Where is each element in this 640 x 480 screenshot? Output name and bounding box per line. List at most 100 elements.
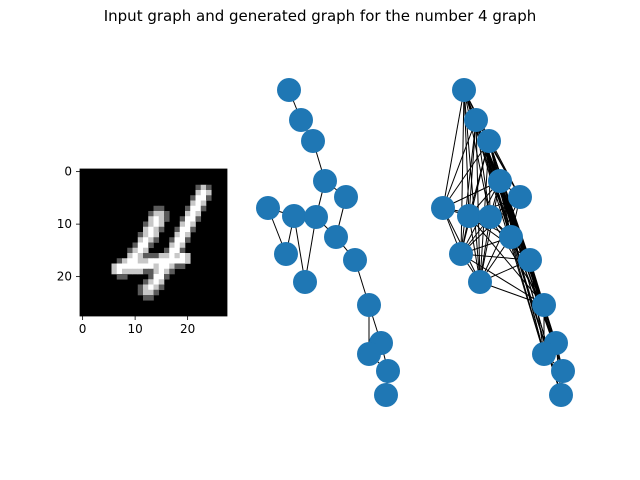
input-node xyxy=(304,205,328,229)
image-pixel xyxy=(164,216,170,222)
image-pixel xyxy=(174,242,181,249)
input-node xyxy=(301,129,325,153)
generated-edge xyxy=(510,236,557,344)
image-pixel xyxy=(153,268,160,275)
generated-node xyxy=(488,169,512,193)
image-pixel xyxy=(190,205,196,212)
image-pixel xyxy=(148,253,154,259)
image-pixel xyxy=(143,263,149,270)
image-pixel xyxy=(148,279,154,285)
image-pixel xyxy=(153,289,160,296)
image-pixel xyxy=(169,237,175,243)
generated-node xyxy=(431,196,455,220)
generated-edge xyxy=(460,253,545,306)
image-pixel xyxy=(164,253,170,259)
image-pixel xyxy=(132,258,139,264)
image-pixel xyxy=(143,253,149,259)
image-pixel xyxy=(148,289,154,296)
image-pixel xyxy=(158,205,165,212)
image-pixel xyxy=(174,232,181,238)
image-pixel xyxy=(169,242,175,249)
image-pixel xyxy=(116,274,123,280)
image-pixel xyxy=(174,226,181,233)
generated-edge xyxy=(468,119,477,217)
generated-node xyxy=(551,359,575,383)
image-pixel xyxy=(148,226,154,233)
image-pixel xyxy=(185,232,191,238)
image-pixel xyxy=(148,258,154,264)
generated-node xyxy=(518,248,542,272)
image-pixel xyxy=(200,195,207,201)
generated-node xyxy=(549,383,573,407)
image-pixel xyxy=(137,258,144,264)
image-pixel xyxy=(206,195,212,201)
image-pixel xyxy=(190,200,196,207)
generated-edge xyxy=(475,119,564,372)
image-pixel xyxy=(111,268,118,275)
image-pixel xyxy=(179,242,186,249)
image-pixel xyxy=(174,253,181,259)
image-pixel xyxy=(122,274,128,280)
image-pixel xyxy=(195,184,202,191)
image-pixel xyxy=(185,258,191,264)
image-pixel xyxy=(158,274,165,280)
image-pixel xyxy=(179,226,186,233)
image-pixel xyxy=(137,232,144,238)
input-node xyxy=(343,248,367,272)
image-pixel xyxy=(153,253,160,259)
image-pixel xyxy=(164,274,170,280)
image-pixel xyxy=(190,226,196,233)
y-tick-label: 10 xyxy=(57,217,72,231)
generated-node xyxy=(457,204,481,228)
input-node xyxy=(282,204,306,228)
generated-node xyxy=(508,185,532,209)
generated-node xyxy=(477,129,501,153)
image-pixel xyxy=(169,268,175,275)
input-node xyxy=(357,342,381,366)
image-pixel xyxy=(169,247,175,254)
image-pixel xyxy=(153,284,160,291)
generated-node xyxy=(464,108,488,132)
generated-node xyxy=(449,242,473,266)
generated-node xyxy=(532,342,556,366)
image-pixel xyxy=(158,284,165,291)
image-pixel xyxy=(132,268,139,275)
image-pixel xyxy=(143,232,149,238)
input-node xyxy=(289,108,313,132)
image-pixel xyxy=(143,221,149,228)
image-pixel xyxy=(179,258,186,264)
generated-node xyxy=(468,270,492,294)
image-pixel xyxy=(148,221,154,228)
image-pixel xyxy=(137,237,144,243)
generated-node xyxy=(452,78,476,102)
image-pixel xyxy=(148,284,154,291)
image-pixel xyxy=(174,263,181,270)
image-pixel xyxy=(127,247,133,254)
image-pixel xyxy=(148,242,154,249)
generated-node xyxy=(499,225,523,249)
image-pixel xyxy=(153,258,160,264)
image-pixel xyxy=(153,232,160,238)
image-pixel xyxy=(143,289,149,296)
image-pixel xyxy=(122,258,128,264)
generated-edge xyxy=(463,89,545,355)
input-node xyxy=(376,359,400,383)
image-pixel xyxy=(137,253,144,259)
image-pixel xyxy=(185,205,191,212)
image-pixel xyxy=(179,232,186,238)
image-pixel xyxy=(148,211,154,217)
input-graph xyxy=(256,78,400,407)
generated-edge xyxy=(460,140,490,255)
image-pixel xyxy=(190,216,196,222)
image-pixel xyxy=(153,237,160,243)
image-pixel xyxy=(148,232,154,238)
image-pixel xyxy=(153,205,160,212)
image-pixel xyxy=(195,205,202,212)
image-pixel xyxy=(169,263,175,270)
image-pixel xyxy=(179,253,186,259)
image-pixel xyxy=(164,263,170,270)
image-pixel xyxy=(158,279,165,285)
image-pixel xyxy=(148,216,154,222)
image-pixel xyxy=(185,221,191,228)
